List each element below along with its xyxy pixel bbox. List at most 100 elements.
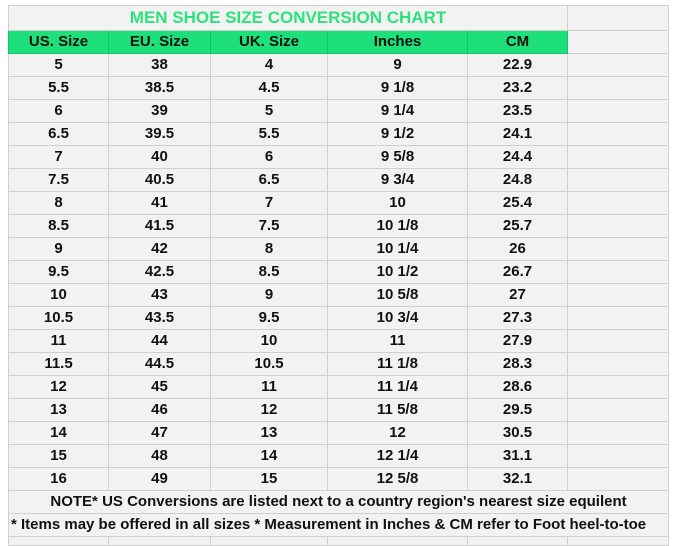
table-cell[interactable]: 9 1/2 — [327, 122, 468, 146]
table-cell[interactable]: 10 1/8 — [327, 214, 468, 238]
table-cell[interactable]: 10 1/2 — [327, 260, 468, 284]
header-cm[interactable]: CM — [467, 30, 568, 54]
table-cell[interactable]: 45 — [108, 375, 211, 399]
table-cell[interactable]: 11 1/4 — [327, 375, 468, 399]
empty-cell[interactable] — [567, 76, 669, 100]
table-cell[interactable]: 25.4 — [467, 191, 568, 215]
table-cell[interactable]: 10 1/4 — [327, 237, 468, 261]
table-cell[interactable]: 10 — [210, 329, 328, 353]
empty-cell[interactable] — [567, 375, 669, 399]
table-cell[interactable]: 14 — [210, 444, 328, 468]
table-cell[interactable]: 47 — [108, 421, 211, 445]
table-cell[interactable]: 15 — [210, 467, 328, 491]
table-cell[interactable]: 12 1/4 — [327, 444, 468, 468]
table-cell[interactable]: 28.6 — [467, 375, 568, 399]
empty-cell[interactable] — [567, 467, 669, 491]
table-cell[interactable]: 28.3 — [467, 352, 568, 376]
table-cell[interactable]: 9 1/8 — [327, 76, 468, 100]
empty-cell[interactable] — [567, 145, 669, 169]
table-cell[interactable]: 41.5 — [108, 214, 211, 238]
table-cell[interactable]: 13 — [8, 398, 109, 422]
table-cell[interactable]: 10.5 — [8, 306, 109, 330]
table-cell[interactable]: 24.1 — [467, 122, 568, 146]
table-cell[interactable]: 41 — [108, 191, 211, 215]
table-cell[interactable]: 6.5 — [210, 168, 328, 192]
table-cell[interactable]: 8 — [210, 237, 328, 261]
empty-cell[interactable] — [108, 536, 211, 546]
table-cell[interactable]: 38 — [108, 53, 211, 77]
table-cell[interactable]: 7 — [210, 191, 328, 215]
table-cell[interactable]: 40 — [108, 145, 211, 169]
table-cell[interactable]: 38.5 — [108, 76, 211, 100]
table-cell[interactable]: 11 5/8 — [327, 398, 468, 422]
empty-cell[interactable] — [567, 352, 669, 376]
empty-cell[interactable] — [467, 536, 568, 546]
table-cell[interactable]: 14 — [8, 421, 109, 445]
table-cell[interactable]: 5.5 — [8, 76, 109, 100]
table-cell[interactable]: 9.5 — [210, 306, 328, 330]
table-cell[interactable]: 39.5 — [108, 122, 211, 146]
table-cell[interactable]: 32.1 — [467, 467, 568, 491]
empty-cell[interactable] — [567, 53, 669, 77]
table-cell[interactable]: 26 — [467, 237, 568, 261]
table-cell[interactable]: 11 1/8 — [327, 352, 468, 376]
table-cell[interactable]: 11 — [327, 329, 468, 353]
table-cell[interactable]: 24.4 — [467, 145, 568, 169]
table-cell[interactable]: 11 — [8, 329, 109, 353]
table-cell[interactable]: 9 5/8 — [327, 145, 468, 169]
empty-cell[interactable] — [567, 99, 669, 123]
table-cell[interactable]: 9 3/4 — [327, 168, 468, 192]
empty-cell[interactable] — [567, 122, 669, 146]
table-cell[interactable]: 7 — [8, 145, 109, 169]
table-cell[interactable]: 12 — [327, 421, 468, 445]
table-cell[interactable]: 4 — [210, 53, 328, 77]
note-text[interactable]: * Items may be offered in all sizes * Me… — [8, 513, 669, 537]
table-cell[interactable]: 15 — [8, 444, 109, 468]
empty-cell[interactable] — [567, 237, 669, 261]
empty-cell[interactable] — [567, 398, 669, 422]
table-cell[interactable]: 44 — [108, 329, 211, 353]
table-cell[interactable]: 7.5 — [8, 168, 109, 192]
header-eu-size[interactable]: EU. Size — [108, 30, 211, 54]
header-us-size[interactable]: US. Size — [8, 30, 109, 54]
header-uk-size[interactable]: UK. Size — [210, 30, 328, 54]
table-cell[interactable]: 40.5 — [108, 168, 211, 192]
empty-cell[interactable] — [567, 168, 669, 192]
table-cell[interactable]: 48 — [108, 444, 211, 468]
empty-cell[interactable] — [567, 30, 669, 54]
table-cell[interactable]: 43 — [108, 283, 211, 307]
table-cell[interactable]: 4.5 — [210, 76, 328, 100]
table-cell[interactable]: 30.5 — [467, 421, 568, 445]
table-cell[interactable]: 10 — [8, 283, 109, 307]
table-cell[interactable]: 44.5 — [108, 352, 211, 376]
chart-title[interactable]: MEN SHOE SIZE CONVERSION CHART — [8, 5, 568, 31]
empty-cell[interactable] — [567, 260, 669, 284]
table-cell[interactable]: 49 — [108, 467, 211, 491]
table-cell[interactable]: 9 1/4 — [327, 99, 468, 123]
table-cell[interactable]: 12 — [210, 398, 328, 422]
table-cell[interactable]: 26.7 — [467, 260, 568, 284]
table-cell[interactable]: 42 — [108, 237, 211, 261]
table-cell[interactable]: 43.5 — [108, 306, 211, 330]
table-cell[interactable]: 8.5 — [210, 260, 328, 284]
table-cell[interactable]: 42.5 — [108, 260, 211, 284]
empty-cell[interactable] — [8, 536, 109, 546]
table-cell[interactable]: 8.5 — [8, 214, 109, 238]
table-cell[interactable]: 10 5/8 — [327, 283, 468, 307]
table-cell[interactable]: 11 — [210, 375, 328, 399]
empty-cell[interactable] — [567, 421, 669, 445]
table-cell[interactable]: 22.9 — [467, 53, 568, 77]
table-cell[interactable]: 5 — [8, 53, 109, 77]
table-cell[interactable]: 6.5 — [8, 122, 109, 146]
empty-cell[interactable] — [210, 536, 328, 546]
table-cell[interactable]: 7.5 — [210, 214, 328, 238]
table-cell[interactable]: 25.7 — [467, 214, 568, 238]
empty-cell[interactable] — [567, 5, 669, 31]
table-cell[interactable]: 29.5 — [467, 398, 568, 422]
table-cell[interactable]: 10 3/4 — [327, 306, 468, 330]
table-cell[interactable]: 23.5 — [467, 99, 568, 123]
empty-cell[interactable] — [567, 444, 669, 468]
table-cell[interactable]: 31.1 — [467, 444, 568, 468]
table-cell[interactable]: 9 — [8, 237, 109, 261]
table-cell[interactable]: 16 — [8, 467, 109, 491]
